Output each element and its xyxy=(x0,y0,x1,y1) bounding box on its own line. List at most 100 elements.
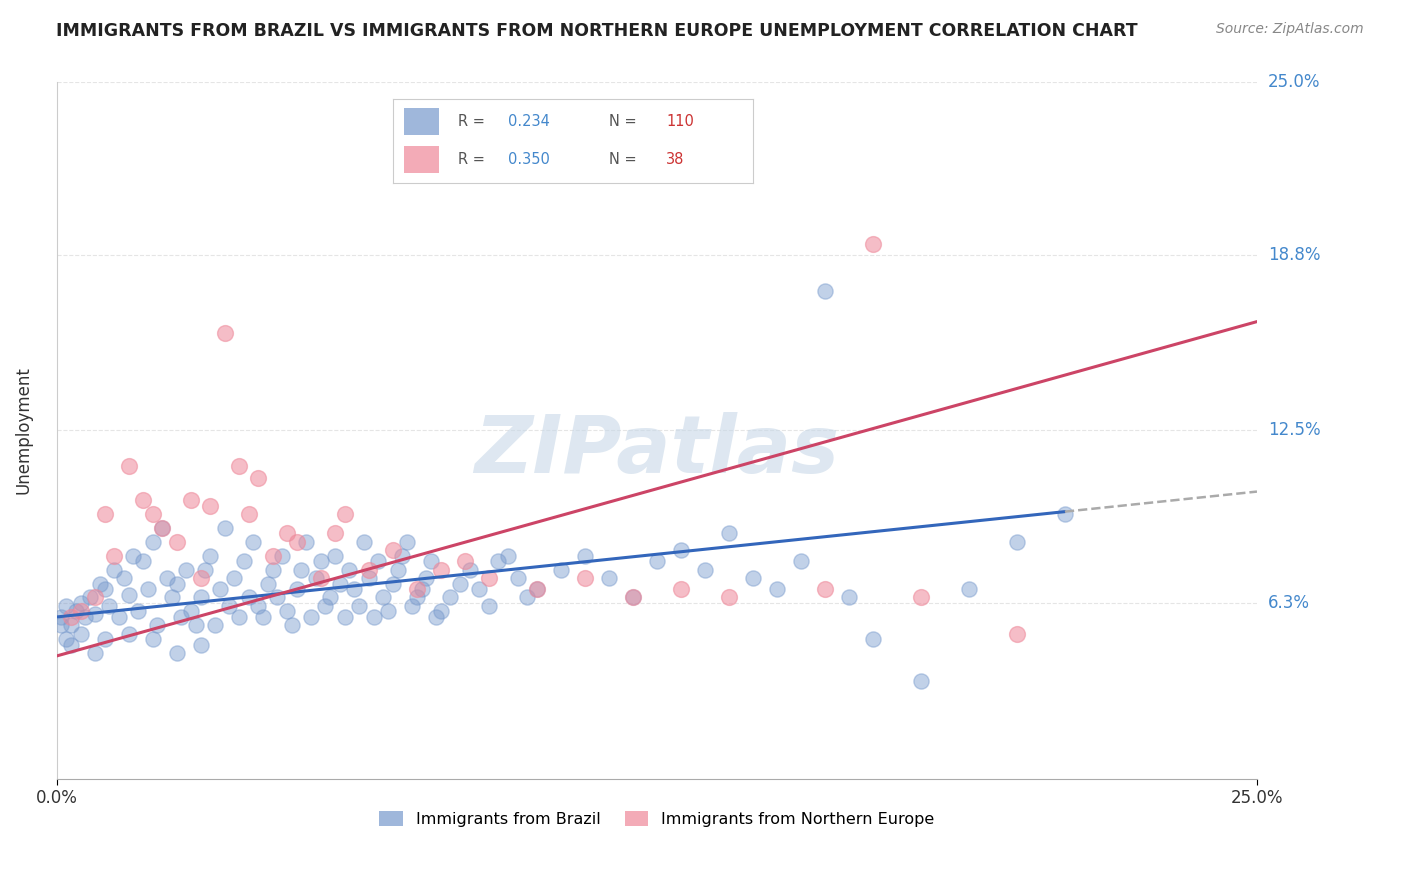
Point xyxy=(669,582,692,596)
Point xyxy=(323,549,346,563)
Point xyxy=(103,563,125,577)
Point xyxy=(598,571,620,585)
Point xyxy=(391,549,413,563)
Point xyxy=(242,534,264,549)
Point xyxy=(526,582,548,596)
Point xyxy=(315,599,337,613)
Point xyxy=(420,554,443,568)
Point xyxy=(439,591,461,605)
Point xyxy=(486,554,509,568)
Point xyxy=(454,554,477,568)
Point xyxy=(194,563,217,577)
Point xyxy=(75,610,97,624)
Point xyxy=(814,284,837,298)
Point xyxy=(347,599,370,613)
Point xyxy=(621,591,644,605)
Point xyxy=(285,534,308,549)
Point xyxy=(371,591,394,605)
Point xyxy=(429,563,451,577)
Point xyxy=(190,638,212,652)
Point xyxy=(910,591,932,605)
Point xyxy=(339,563,361,577)
Point xyxy=(257,576,280,591)
Point xyxy=(329,576,352,591)
Point xyxy=(60,610,83,624)
Point xyxy=(228,610,250,624)
Point xyxy=(516,591,538,605)
Point xyxy=(262,549,284,563)
Point xyxy=(112,571,135,585)
Point xyxy=(190,571,212,585)
Point xyxy=(381,576,404,591)
Point xyxy=(156,571,179,585)
Point xyxy=(387,563,409,577)
Point xyxy=(449,576,471,591)
Point xyxy=(363,610,385,624)
Point xyxy=(51,610,73,624)
Point xyxy=(862,236,884,251)
Point xyxy=(84,591,107,605)
Point xyxy=(766,582,789,596)
Point xyxy=(252,610,274,624)
Point xyxy=(458,563,481,577)
Point xyxy=(184,618,207,632)
Text: Source: ZipAtlas.com: Source: ZipAtlas.com xyxy=(1216,22,1364,37)
Point xyxy=(238,507,260,521)
Point xyxy=(357,563,380,577)
Point xyxy=(271,549,294,563)
Point xyxy=(741,571,763,585)
Point xyxy=(323,526,346,541)
Point xyxy=(142,632,165,647)
Point xyxy=(166,646,188,660)
Point xyxy=(247,599,270,613)
Point xyxy=(506,571,529,585)
Point xyxy=(717,526,740,541)
Point xyxy=(89,576,111,591)
Point xyxy=(127,604,149,618)
Point xyxy=(429,604,451,618)
Point xyxy=(381,543,404,558)
Point xyxy=(276,604,298,618)
Point xyxy=(55,632,77,647)
Point xyxy=(65,604,87,618)
Point xyxy=(411,582,433,596)
Point xyxy=(224,571,246,585)
Point xyxy=(79,591,101,605)
Point xyxy=(1005,626,1028,640)
Point xyxy=(405,582,427,596)
Point xyxy=(132,554,155,568)
Point xyxy=(190,591,212,605)
Point xyxy=(180,492,202,507)
Point xyxy=(814,582,837,596)
Point xyxy=(574,571,596,585)
Point xyxy=(232,554,254,568)
Text: ZIPatlas: ZIPatlas xyxy=(474,412,839,491)
Point xyxy=(136,582,159,596)
Point xyxy=(55,599,77,613)
Point xyxy=(174,563,197,577)
Point xyxy=(84,646,107,660)
Point xyxy=(84,607,107,622)
Point xyxy=(910,674,932,689)
Point xyxy=(790,554,813,568)
Point xyxy=(166,534,188,549)
Point xyxy=(367,554,389,568)
Point xyxy=(262,563,284,577)
Point xyxy=(309,571,332,585)
Point xyxy=(204,618,226,632)
Point xyxy=(299,610,322,624)
Text: 12.5%: 12.5% xyxy=(1268,421,1320,439)
Point xyxy=(496,549,519,563)
Point xyxy=(276,526,298,541)
Point xyxy=(717,591,740,605)
Point xyxy=(150,521,173,535)
Point xyxy=(357,571,380,585)
Point xyxy=(60,638,83,652)
Point xyxy=(142,507,165,521)
Text: 6.3%: 6.3% xyxy=(1268,594,1310,612)
Point xyxy=(281,618,304,632)
Point xyxy=(478,599,501,613)
Point xyxy=(117,626,139,640)
Point xyxy=(93,582,115,596)
Point xyxy=(214,521,236,535)
